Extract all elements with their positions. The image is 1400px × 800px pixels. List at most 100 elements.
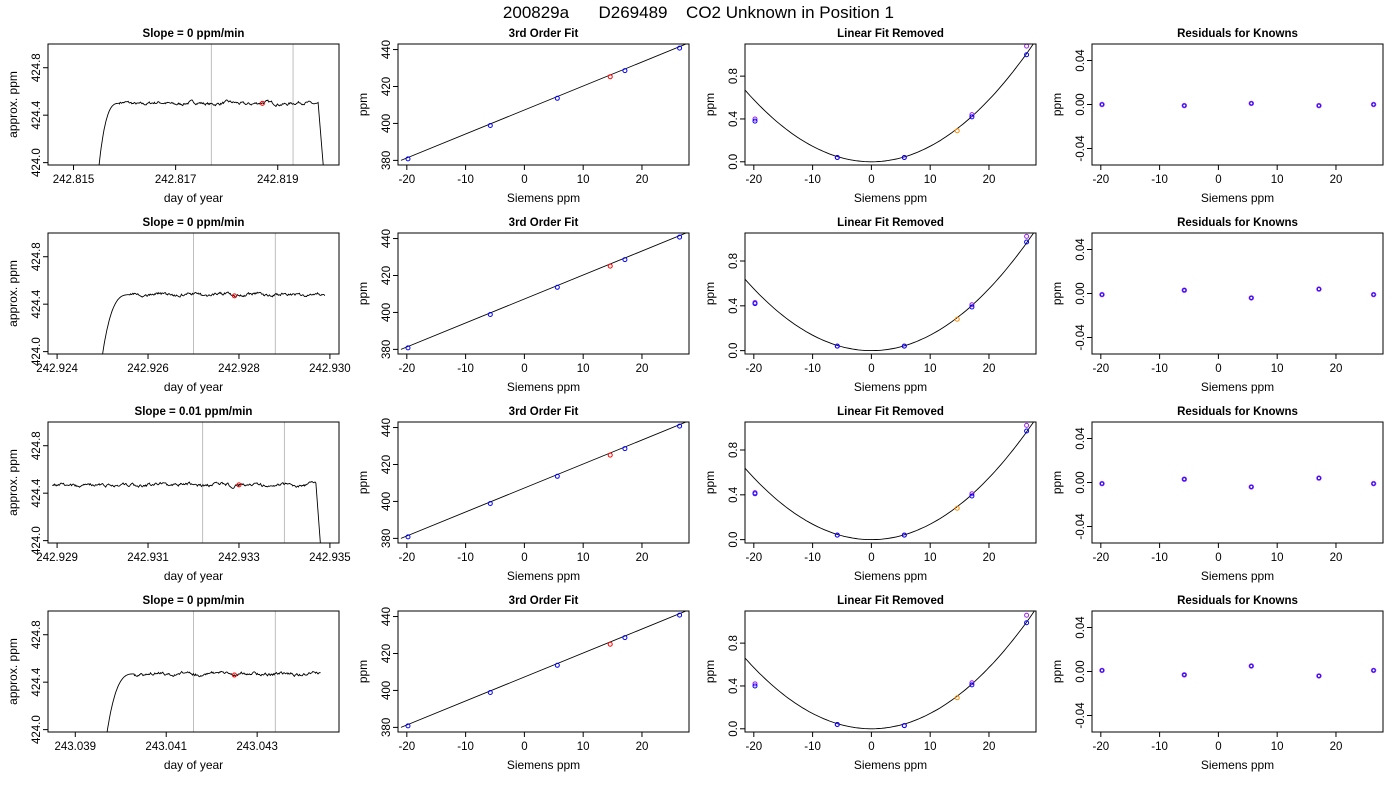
residual-point [1182, 477, 1187, 482]
known-alt-point [1024, 612, 1030, 618]
plot-area [400, 611, 687, 729]
x-tick-label: 243.041 [145, 741, 187, 753]
data-trace [106, 670, 321, 732]
residual-point [1100, 292, 1104, 297]
panel-title: Residuals for Knowns [1177, 595, 1298, 607]
x-tick-label: -10 [457, 363, 474, 375]
x-axis-label: Siemens ppm [507, 569, 580, 583]
known-alt-point [969, 680, 975, 686]
y-tick-label: 0.4 [728, 297, 740, 314]
residual-point-alt [1099, 667, 1105, 674]
x-tick-label: -10 [804, 363, 821, 375]
plot-frame [47, 610, 340, 733]
y-axis-label: approx. ppm [6, 638, 20, 705]
x-tick-label: -20 [746, 363, 763, 375]
residual-point-alt [1370, 291, 1377, 298]
x-axis-label: Siemens ppm [854, 191, 927, 205]
y-axis-label: approx. ppm [6, 449, 20, 516]
y-tick-label: 0.8 [728, 68, 740, 84]
x-tick-label: 10 [924, 174, 937, 186]
known-point [554, 284, 560, 290]
y-tick-label: 424.4 [31, 478, 43, 507]
y-tick-label: 0.0 [728, 721, 740, 737]
known-point [677, 45, 683, 51]
plot-area [400, 422, 687, 540]
x-tick-label: 20 [636, 363, 649, 375]
x-tick-label: 20 [983, 363, 996, 375]
known-alt-point [969, 112, 975, 118]
residual-point-alt [1248, 295, 1255, 301]
panel-title: Slope = 0.01 ppm/min [135, 406, 253, 418]
y-axis-label: ppm [356, 93, 370, 116]
y-tick-label: 380 [381, 151, 393, 170]
y-tick-label: 424.0 [31, 526, 43, 555]
fit-line [400, 422, 687, 539]
known-point [487, 311, 493, 317]
residual-point [1182, 103, 1187, 108]
y-axis-label: ppm [703, 471, 717, 494]
y-tick-label: 0.00 [1075, 471, 1087, 493]
plot-frame [397, 421, 690, 544]
residual-point-alt [1370, 480, 1377, 487]
residual-point [1100, 668, 1104, 673]
y-axis-label: ppm [356, 471, 370, 494]
fit-curve [745, 44, 1034, 163]
known-alt-point [1024, 44, 1030, 49]
plot-frame [47, 421, 340, 544]
residual-point-alt [1316, 673, 1322, 679]
x-tick-label: -10 [804, 174, 821, 186]
unknown-point [607, 74, 613, 80]
x-axis-label: Siemens ppm [507, 380, 580, 394]
unknown-marker [236, 482, 242, 488]
x-tick-label: 0 [1215, 741, 1221, 753]
plot-area [745, 611, 1035, 730]
y-tick-label: 380 [381, 718, 393, 737]
plot-area [102, 233, 326, 354]
plot-area [400, 233, 687, 351]
panel-r2-c2: 3rd Order Fit -20 -10 0 10 20 380 400 420 440 Siem… [356, 217, 690, 394]
x-tick-label: 0 [868, 174, 874, 186]
y-tick-label: 424.0 [31, 337, 43, 366]
x-tick-label: 20 [983, 174, 996, 186]
x-tick-label: 20 [1330, 174, 1343, 186]
panel-title: 3rd Order Fit [509, 28, 579, 40]
panel-title: Slope = 0 ppm/min [143, 217, 245, 229]
unknown-point [607, 263, 613, 269]
panel-r4-c1: Slope = 0 ppm/min 243.039 243.041 243.043 42… [6, 595, 340, 772]
known-point [487, 500, 493, 506]
unknown-point [954, 316, 960, 322]
x-tick-label: -10 [457, 174, 474, 186]
x-tick-label: 10 [924, 552, 937, 564]
y-tick-label: 420 [381, 77, 393, 96]
y-tick-label: 400 [381, 114, 393, 133]
fit-line [400, 44, 687, 161]
known-point [752, 301, 758, 307]
y-tick-label: 440 [381, 418, 393, 437]
x-tick-label: -20 [1093, 174, 1110, 186]
fit-curve [745, 611, 1035, 730]
known-point [677, 423, 683, 429]
y-tick-label: 420 [381, 644, 393, 663]
known-alt-point [1024, 422, 1030, 428]
x-tick-label: -20 [746, 552, 763, 564]
y-tick-label: 0.00 [1075, 282, 1087, 304]
data-trace [98, 99, 324, 165]
plot-area [98, 44, 324, 165]
residual-point [1249, 101, 1254, 106]
panel-grid: Slope = 0 ppm/min 242.815 242.817 242.819 42… [6, 28, 1384, 772]
panel-r3-c3: Linear Fit Removed -20 -10 0 10 20 0.0 0.4 0.8 Si… [703, 406, 1037, 583]
x-tick-label: -10 [457, 552, 474, 564]
residual-point [1371, 668, 1376, 673]
panel-r4-c4: Residuals for Knowns -20 -10 0 10 20 -0.04 0.00… [1050, 595, 1384, 772]
x-tick-label: 242.817 [155, 174, 197, 186]
residual-point-alt [1316, 102, 1322, 109]
y-tick-label: 424.8 [31, 242, 43, 271]
unknown-point [954, 128, 960, 134]
x-tick-label: 10 [577, 741, 590, 753]
y-tick-label: -0.04 [1075, 513, 1087, 540]
panel-title: Residuals for Knowns [1177, 217, 1298, 229]
residual-point [1182, 672, 1187, 677]
known-point [752, 491, 758, 497]
y-tick-label: 400 [381, 492, 393, 511]
